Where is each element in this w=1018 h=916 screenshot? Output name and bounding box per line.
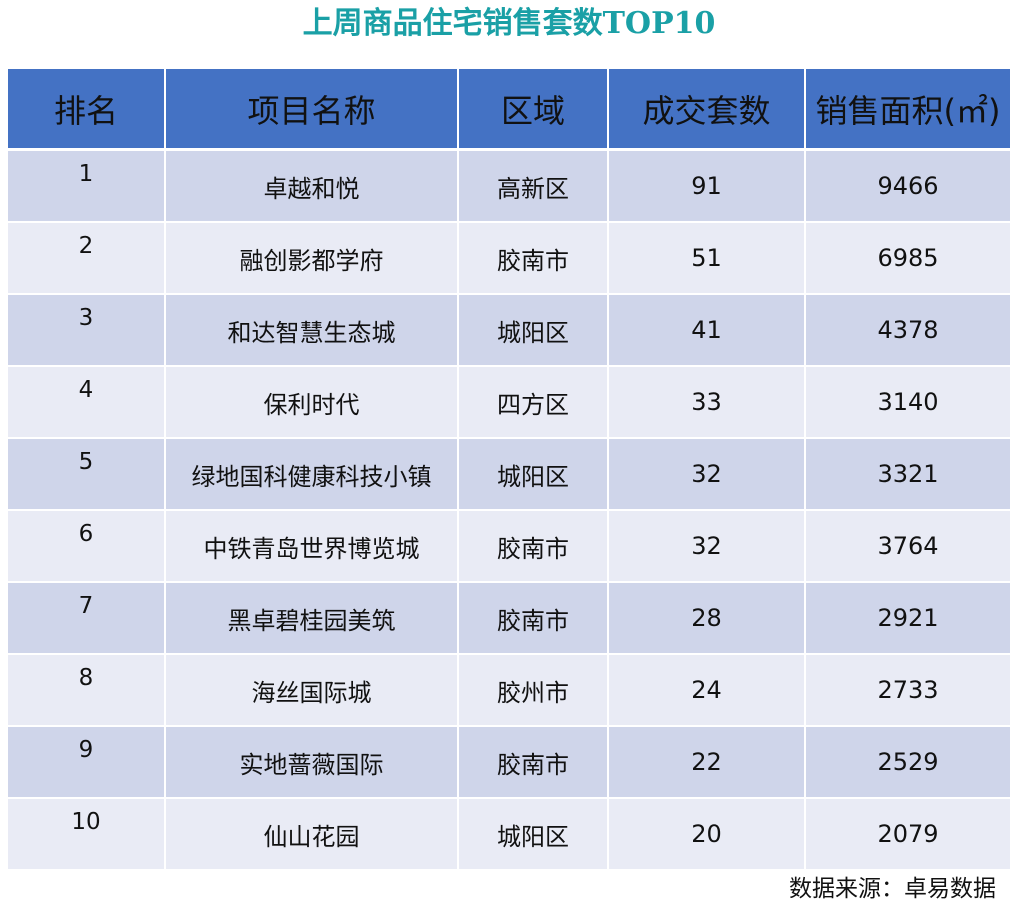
area-cell: 胶南市 (458, 582, 609, 655)
sales-area-cell: 3321 (805, 438, 1010, 511)
units-cell: 32 (608, 510, 806, 583)
sales-area-cell: 9466 (805, 149, 1010, 223)
units-cell: 32 (608, 438, 806, 511)
units-cell: 33 (608, 366, 806, 439)
rank-cell: 6 (8, 510, 166, 583)
table-row: 4 保利时代 四方区 33 3140 (8, 366, 1010, 439)
units-cell: 20 (608, 798, 806, 871)
table-row: 10 仙山花园 城阳区 20 2079 (8, 798, 1010, 871)
table-row: 6 中铁青岛世界博览城 胶南市 32 3764 (8, 510, 1010, 583)
rank-cell: 1 (8, 149, 166, 223)
ranking-table: 排名 项目名称 区域 成交套数 销售面积(㎡) 1 卓越和悦 高新区 91 94… (8, 69, 1010, 871)
project-name-cell: 海丝国际城 (165, 654, 459, 727)
area-cell: 高新区 (458, 149, 609, 223)
project-name-cell: 中铁青岛世界博览城 (165, 510, 459, 583)
units-cell: 51 (608, 222, 806, 295)
area-cell: 胶南市 (458, 726, 609, 799)
table-row: 5 绿地国科健康科技小镇 城阳区 32 3321 (8, 438, 1010, 511)
area-cell: 城阳区 (458, 294, 609, 367)
rank-cell: 4 (8, 366, 166, 439)
sales-area-cell: 3764 (805, 510, 1010, 583)
header-area: 区域 (458, 69, 609, 151)
units-cell: 22 (608, 726, 806, 799)
sales-area-cell: 2079 (805, 798, 1010, 871)
rank-cell: 8 (8, 654, 166, 727)
area-cell: 胶南市 (458, 510, 609, 583)
header-project-name: 项目名称 (165, 69, 459, 151)
table-header-row: 排名 项目名称 区域 成交套数 销售面积(㎡) (8, 69, 1010, 151)
project-name-cell: 实地蔷薇国际 (165, 726, 459, 799)
sales-area-cell: 2529 (805, 726, 1010, 799)
header-units: 成交套数 (608, 69, 806, 151)
area-cell: 城阳区 (458, 798, 609, 871)
project-name-cell: 卓越和悦 (165, 149, 459, 223)
area-cell: 胶南市 (458, 222, 609, 295)
sales-area-cell: 6985 (805, 222, 1010, 295)
data-source-note: 数据来源：卓易数据 (789, 876, 996, 902)
project-name-cell: 黑卓碧桂园美筑 (165, 582, 459, 655)
table-row: 8 海丝国际城 胶州市 24 2733 (8, 654, 1010, 727)
area-cell: 四方区 (458, 366, 609, 439)
area-cell: 胶州市 (458, 654, 609, 727)
table-row: 2 融创影都学府 胶南市 51 6985 (8, 222, 1010, 295)
area-cell: 城阳区 (458, 438, 609, 511)
table-row: 1 卓越和悦 高新区 91 9466 (8, 149, 1010, 223)
sales-area-cell: 2733 (805, 654, 1010, 727)
rank-cell: 10 (8, 798, 166, 871)
units-cell: 24 (608, 654, 806, 727)
table-row: 9 实地蔷薇国际 胶南市 22 2529 (8, 726, 1010, 799)
project-name-cell: 保利时代 (165, 366, 459, 439)
page-title: 上周商品住宅销售套数TOP10 (302, 6, 716, 41)
project-name-cell: 和达智慧生态城 (165, 294, 459, 367)
project-name-cell: 绿地国科健康科技小镇 (165, 438, 459, 511)
rank-cell: 3 (8, 294, 166, 367)
rank-cell: 7 (8, 582, 166, 655)
header-sales-area: 销售面积(㎡) (805, 69, 1010, 151)
sales-area-cell: 4378 (805, 294, 1010, 367)
sales-area-cell: 2921 (805, 582, 1010, 655)
project-name-cell: 融创影都学府 (165, 222, 459, 295)
units-cell: 28 (608, 582, 806, 655)
header-rank: 排名 (8, 69, 166, 151)
rank-cell: 9 (8, 726, 166, 799)
project-name-cell: 仙山花园 (165, 798, 459, 871)
sales-area-cell: 3140 (805, 366, 1010, 439)
table-row: 3 和达智慧生态城 城阳区 41 4378 (8, 294, 1010, 367)
table-row: 7 黑卓碧桂园美筑 胶南市 28 2921 (8, 582, 1010, 655)
units-cell: 41 (608, 294, 806, 367)
units-cell: 91 (608, 149, 806, 223)
rank-cell: 2 (8, 222, 166, 295)
rank-cell: 5 (8, 438, 166, 511)
